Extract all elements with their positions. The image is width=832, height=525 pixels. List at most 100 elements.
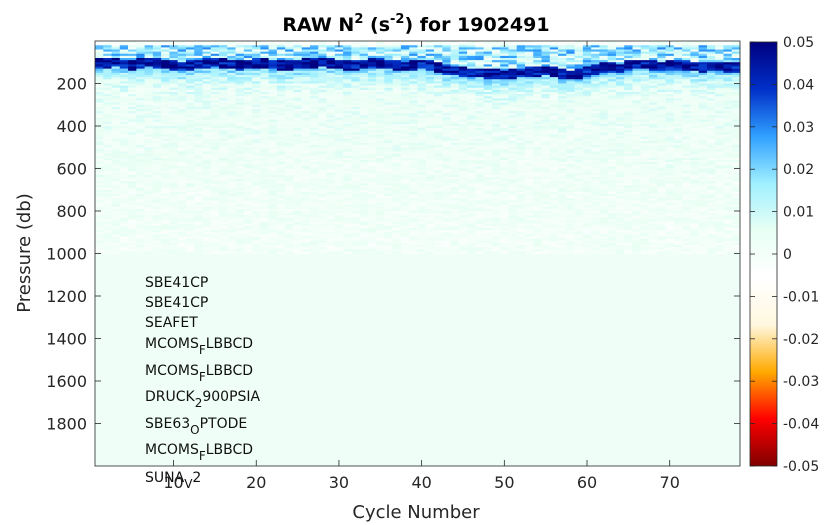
heatmap-cell [252, 188, 261, 190]
heatmap-cell [260, 128, 269, 130]
heatmap-cell [459, 234, 468, 236]
heatmap-cell [310, 164, 319, 166]
heatmap-cell [459, 84, 468, 86]
heatmap-cell [475, 215, 484, 217]
heatmap-cell [227, 203, 236, 205]
heatmap-cell [384, 222, 393, 224]
heatmap-cell [95, 79, 104, 81]
heatmap-cell [153, 54, 162, 56]
heatmap-cell [418, 50, 427, 52]
heatmap-cell [360, 54, 369, 56]
heatmap-cell [327, 79, 336, 81]
heatmap-cell [252, 166, 261, 168]
heatmap-cell [194, 58, 203, 60]
heatmap-cell [335, 105, 344, 107]
heatmap-cell [376, 139, 385, 141]
heatmap-cell [318, 243, 327, 245]
heatmap-cell [293, 75, 302, 77]
heatmap-cell [236, 132, 245, 134]
heatmap-cell [277, 200, 286, 202]
heatmap-cell [351, 109, 360, 111]
heatmap-cell [260, 164, 269, 166]
heatmap-cell [459, 211, 468, 213]
heatmap-cell [401, 192, 410, 194]
heatmap-cell [451, 234, 460, 236]
heatmap-cell [343, 152, 352, 154]
heatmap-cell [103, 222, 112, 224]
heatmap-cell [310, 81, 319, 83]
heatmap-cell [169, 228, 178, 230]
heatmap-cell [376, 152, 385, 154]
heatmap-cell [112, 128, 121, 130]
heatmap-cell [475, 179, 484, 181]
heatmap-cell [227, 194, 236, 196]
heatmap-cell [351, 92, 360, 94]
heatmap-cell [368, 162, 377, 164]
heatmap-cell [475, 213, 484, 215]
heatmap-cell [310, 190, 319, 192]
heatmap-column [426, 41, 435, 254]
heatmap-cell [376, 47, 385, 49]
heatmap-cell [351, 205, 360, 207]
heatmap-cell [335, 149, 344, 151]
heatmap-cell [484, 56, 493, 58]
heatmap-cell [178, 251, 187, 253]
heatmap-cell [368, 234, 377, 236]
heatmap-cell [327, 141, 336, 143]
heatmap-cell [384, 173, 393, 175]
heatmap-cell [492, 209, 501, 211]
heatmap-cell [227, 209, 236, 211]
heatmap-cell [128, 92, 137, 94]
heatmap-cell [161, 107, 170, 109]
heatmap-cell [459, 239, 468, 241]
heatmap-cell [145, 73, 154, 75]
heatmap-cell [484, 211, 493, 213]
heatmap-cell [426, 209, 435, 211]
heatmap-cell [384, 209, 393, 211]
heatmap-cell [227, 183, 236, 185]
heatmap-cell [451, 58, 460, 60]
heatmap-cell [128, 247, 137, 249]
heatmap-cell [475, 234, 484, 236]
heatmap-cell [459, 56, 468, 58]
heatmap-cell [161, 81, 170, 83]
heatmap-cell [335, 90, 344, 92]
heatmap-cell [442, 47, 451, 49]
heatmap-cell [128, 47, 137, 49]
heatmap-cell [360, 86, 369, 88]
heatmap-cell [293, 166, 302, 168]
heatmap-cell [318, 47, 327, 49]
heatmap-cell [318, 237, 327, 239]
heatmap-cell [128, 77, 137, 79]
heatmap-cell [418, 196, 427, 198]
heatmap-cell [475, 103, 484, 105]
heatmap-cell [343, 107, 352, 109]
heatmap-cell [293, 211, 302, 213]
heatmap-cell [434, 152, 443, 154]
heatmap-cell [112, 205, 121, 207]
heatmap-cell [252, 226, 261, 228]
heatmap-cell [95, 67, 104, 69]
heatmap-cell [393, 103, 402, 105]
heatmap-cell [426, 228, 435, 230]
heatmap-cell [277, 177, 286, 179]
heatmap-cell [293, 118, 302, 120]
heatmap-cell [393, 198, 402, 200]
heatmap-cell [376, 135, 385, 137]
heatmap-cell [310, 120, 319, 122]
heatmap-cell [451, 179, 460, 181]
heatmap-cell [418, 156, 427, 158]
heatmap-cell [442, 101, 451, 103]
heatmap-cell [484, 137, 493, 139]
heatmap-cell [310, 156, 319, 158]
heatmap-cell [269, 217, 278, 219]
heatmap-cell [360, 143, 369, 145]
heatmap-cell [120, 154, 129, 156]
heatmap-cell [145, 128, 154, 130]
heatmap-cell [136, 71, 145, 73]
heatmap-cell [203, 94, 212, 96]
heatmap-cell [467, 75, 476, 77]
heatmap-cell [351, 101, 360, 103]
heatmap-cell [467, 177, 476, 179]
heatmap-cell [194, 156, 203, 158]
